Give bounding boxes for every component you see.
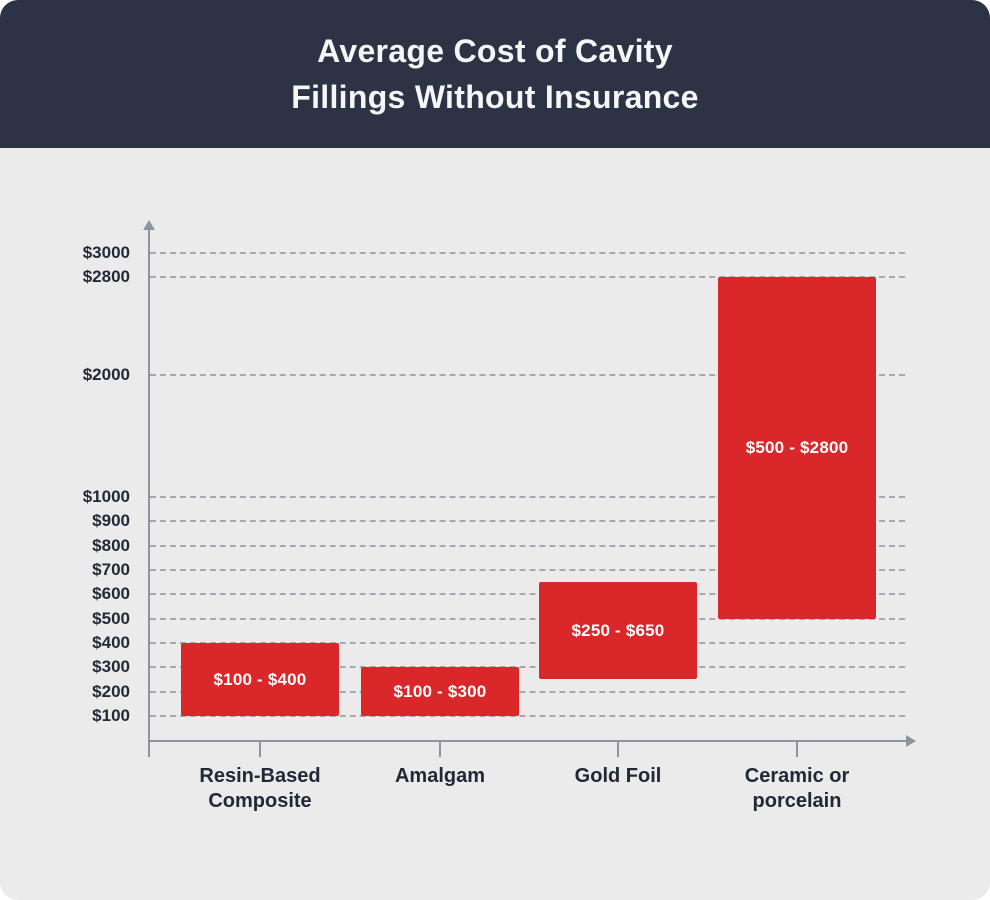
y-axis-line — [148, 230, 150, 757]
x-axis-line — [148, 740, 906, 742]
bar-range-label: $100 - $300 — [393, 681, 487, 701]
gridline — [150, 544, 905, 547]
y-axis-tick-label: $800 — [92, 535, 130, 555]
gridline — [150, 642, 905, 644]
x-axis-tick — [259, 742, 261, 757]
x-axis-category-label: Ceramic or porcelain — [744, 765, 850, 812]
y-axis-tick-label: $3000 — [82, 243, 130, 262]
gridline — [150, 690, 905, 693]
x-axis-arrow-icon — [906, 735, 916, 747]
y-axis-tick-label: $1000 — [82, 487, 130, 506]
bar-range-label: $250 - $650 — [571, 620, 665, 640]
gridline — [150, 374, 905, 376]
y-axis-tick-label: $500 — [92, 608, 130, 628]
y-axis-tick-label: $2800 — [82, 267, 130, 287]
y-axis-tick-label: $300 — [92, 657, 130, 677]
bar-range-label: $100 - $400 — [213, 669, 307, 689]
gridline — [150, 666, 905, 669]
gridline — [150, 715, 905, 717]
y-axis-tick-label: $400 — [92, 633, 130, 652]
y-axis-tick-label: $700 — [92, 560, 130, 579]
gridline — [150, 276, 905, 279]
y-axis-arrow-icon — [143, 220, 155, 230]
y-axis-tick-label: $600 — [92, 584, 130, 604]
chart-title-line1: Average Cost of Cavity — [317, 33, 673, 69]
range-bar: $500 - $2800 — [718, 277, 876, 619]
y-axis-tick-label: $200 — [92, 681, 130, 701]
x-axis-category-label: Amalgam — [394, 765, 486, 787]
gridline — [150, 496, 905, 498]
gridline — [150, 520, 905, 523]
range-bar: $250 - $650 — [539, 582, 697, 680]
x-axis-tick — [617, 742, 619, 757]
x-axis-category-label: Gold Foil — [574, 765, 662, 787]
gridline — [150, 569, 905, 571]
y-axis-tick-label: $900 — [92, 511, 130, 531]
gridline — [150, 252, 905, 254]
y-axis-tick-label: $2000 — [82, 365, 130, 384]
gridline — [150, 593, 905, 596]
x-axis-category-label: Resin-Based Composite — [199, 765, 321, 812]
chart-title-line2: Fillings Without Insurance — [291, 79, 699, 115]
gridline — [150, 617, 905, 620]
y-axis-tick-label: $100 — [92, 706, 130, 725]
range-bar: $100 - $400 — [181, 643, 339, 716]
x-axis-tick — [439, 742, 441, 757]
range-bar: $100 - $300 — [361, 667, 519, 716]
chart-header: Average Cost of Cavity Fillings Without … — [0, 0, 990, 148]
x-axis-tick — [796, 742, 798, 757]
bar-range-label: $500 - $2800 — [745, 438, 849, 458]
